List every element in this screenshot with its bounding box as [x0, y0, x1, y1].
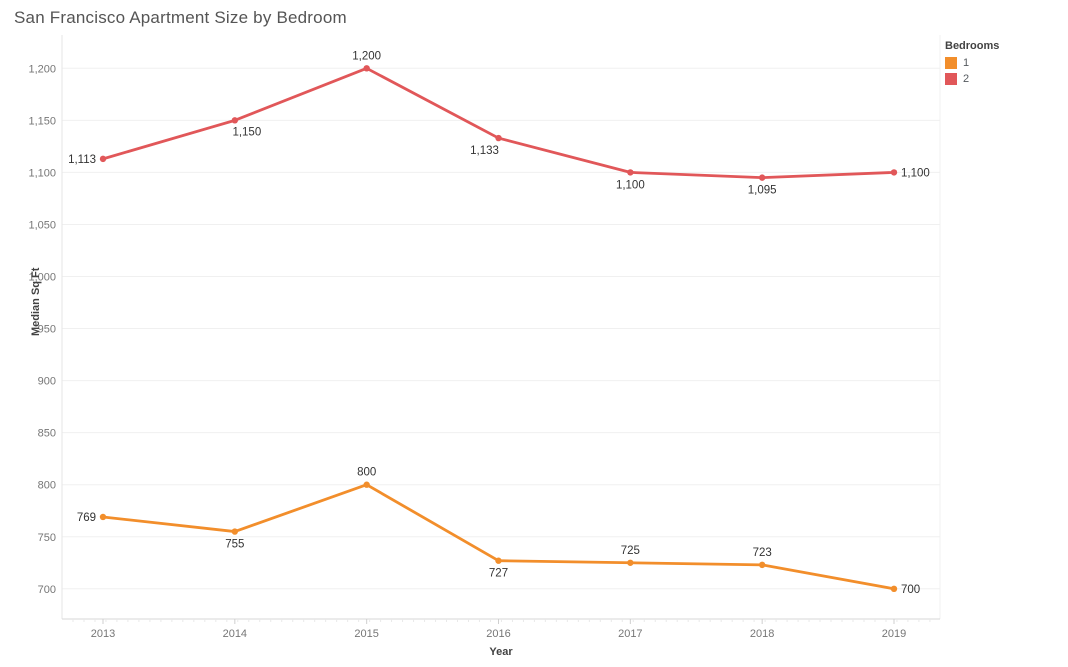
y-tick-label: 750 — [38, 532, 56, 544]
data-point[interactable] — [231, 528, 239, 535]
data-point-label: 1,200 — [352, 50, 381, 62]
x-tick-label: 2019 — [882, 628, 906, 640]
x-tick-label: 2016 — [486, 628, 510, 640]
data-point-label: 725 — [621, 545, 640, 557]
data-point[interactable] — [99, 155, 107, 163]
data-point[interactable] — [890, 585, 898, 593]
data-point-label: 1,133 — [470, 145, 499, 157]
x-tick-label: 2014 — [223, 628, 247, 640]
y-tick-label: 1,100 — [28, 167, 56, 179]
data-point[interactable] — [758, 174, 766, 181]
y-tick-label: 1,150 — [28, 115, 56, 127]
y-tick-label: 900 — [38, 376, 56, 388]
x-tick-label: 2017 — [618, 628, 642, 640]
data-point[interactable] — [890, 169, 898, 176]
y-tick-label: 1,200 — [28, 63, 56, 75]
data-point-label: 769 — [77, 512, 96, 524]
chart-title: San Francisco Apartment Size by Bedroom — [14, 8, 347, 27]
legend-item-label: 1 — [963, 57, 970, 69]
data-point-label: 755 — [225, 539, 244, 551]
legend-swatch-red — [945, 73, 957, 85]
data-point-label: 723 — [753, 547, 772, 559]
y-tick-label: 700 — [38, 584, 56, 596]
data-point-label: 1,113 — [68, 154, 96, 166]
x-tick-label: 2018 — [750, 628, 774, 640]
y-tick-label: 850 — [38, 428, 56, 440]
data-point[interactable] — [495, 134, 502, 142]
data-point-label: 1,150 — [232, 126, 261, 138]
y-tick-label: 1,000 — [28, 272, 56, 284]
y-tick-label: 1,050 — [28, 219, 56, 231]
x-axis-title: Year — [489, 646, 513, 658]
y-tick-label: 950 — [38, 324, 56, 336]
legend-swatch-orange — [945, 57, 957, 69]
legend-item-label: 2 — [963, 73, 970, 85]
data-point-label: 727 — [489, 568, 508, 580]
data-point[interactable] — [627, 559, 634, 566]
y-axis-title: Median Sq Ft — [30, 267, 43, 336]
legend: Bedrooms 1 2 — [945, 40, 999, 89]
data-point-label: 1,100 — [616, 179, 645, 191]
legend-title: Bedrooms — [945, 40, 1000, 52]
data-point[interactable] — [231, 117, 239, 124]
legend-item-1-bedroom[interactable]: 1 — [945, 57, 999, 69]
legend-item-2-bedroom[interactable]: 2 — [945, 73, 999, 85]
data-point[interactable] — [627, 169, 634, 176]
data-point[interactable] — [363, 481, 370, 488]
x-tick-label: 2013 — [91, 628, 115, 640]
series-line-2-bedroom — [101, 66, 896, 180]
data-point-label: 1,095 — [748, 185, 777, 197]
data-point[interactable] — [363, 65, 370, 72]
data-point[interactable] — [99, 513, 107, 521]
data-point-label: 800 — [357, 467, 376, 479]
data-point[interactable] — [495, 557, 502, 564]
data-point-label: 700 — [901, 584, 920, 596]
data-point-label: 1,100 — [901, 167, 930, 179]
data-point[interactable] — [758, 561, 766, 569]
x-tick-label: 2015 — [354, 628, 378, 640]
y-tick-label: 800 — [38, 480, 56, 492]
